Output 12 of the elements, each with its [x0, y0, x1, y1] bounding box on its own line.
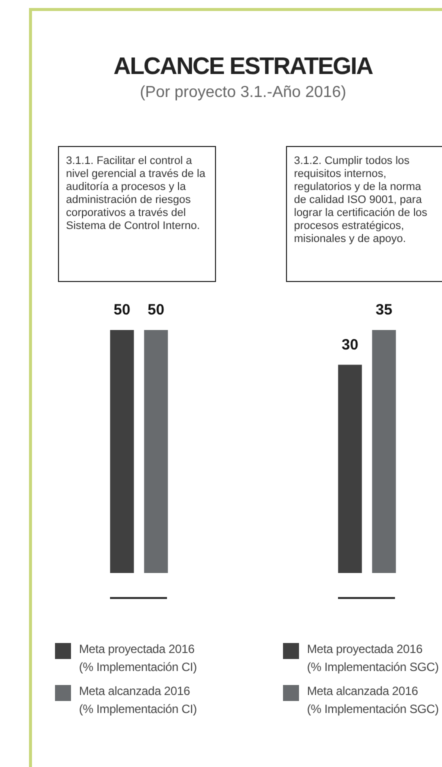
text: (Por proyecto 3.1.-Año 2016): [138, 84, 348, 102]
text: ALCANCE ESTRATEGIA: [112, 53, 374, 81]
legend-label: Meta alcanzada 2016 (% Implementación CI): [79, 683, 197, 718]
data-label: 30: [342, 336, 358, 354]
legend-label: Meta proyectada 2016 (% Implementación CI): [79, 641, 197, 676]
text: 3.1.2. Cumplir todos los requisitos internos, regulatorios y de la norma de calidad ISO 9001, para lograr la certificación de los procesos estratégicos, misionales y de apoyo.: [286, 146, 442, 282]
data-label: 50: [148, 302, 164, 319]
legend-label: Meta proyectada 2016 (% Implementación SGC): [307, 641, 439, 676]
data-label: 50: [114, 302, 130, 319]
legend-label: Meta alcanzada 2016 (% Implementación SGC): [307, 683, 439, 718]
data-label: 35: [376, 302, 392, 319]
text: 3.1.1. Facilitar el control a nivel gerencial a través de la auditoría a procesos y la administración de riesgos corporativos a través del Sistema de Control Interno.: [58, 146, 216, 282]
